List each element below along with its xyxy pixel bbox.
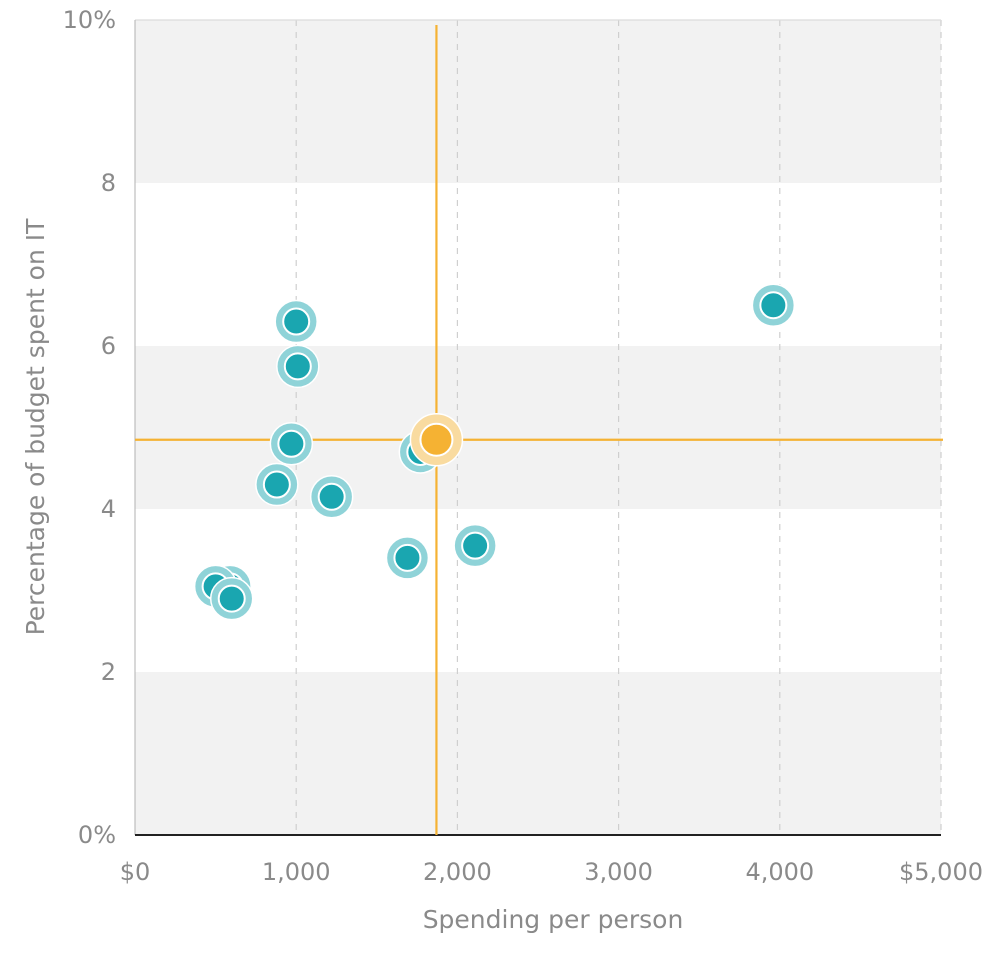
y-axis-title: Percentage of budget spent on IT [21,218,50,636]
point-marker [217,584,246,613]
y-tick-label: 6 [101,332,116,360]
y-tick-label: 8 [101,169,116,197]
x-tick-label: $5,000 [899,858,983,886]
x-axis-title: Spending per person [423,905,684,934]
highlight-point [409,412,464,467]
point-marker [277,429,306,458]
point-marker [282,307,311,336]
point-marker [759,291,788,320]
x-tick-label: 1,000 [262,858,331,886]
data-point [751,283,796,327]
x-tick-label: 2,000 [423,858,492,886]
axes [134,19,941,836]
x-tick-label: 3,000 [584,858,653,886]
data-points [193,283,796,621]
data-point [276,344,320,389]
data-point [269,422,314,466]
point-marker [283,352,312,381]
data-point [385,536,430,580]
data-point [209,576,254,621]
y-tick-label: 0% [78,821,116,849]
y-tick-label: 2 [101,658,116,686]
x-tick-label: 4,000 [745,858,814,886]
point-marker [393,543,422,572]
data-point [453,523,497,568]
data-point [255,462,299,507]
y-tick-label: 10% [63,6,116,34]
background-bands [135,20,941,835]
point-marker [262,470,291,499]
data-point [309,475,354,519]
vertical-gridlines [295,20,942,835]
x-tick-label: $0 [120,858,151,886]
background-band [135,20,941,183]
point-marker [419,422,454,457]
y-tick-label: 4 [101,495,116,523]
point-marker [461,531,490,560]
background-band [135,672,941,835]
point-marker [317,482,346,511]
tick-labels: $0 1,000 2,000 3,000 4,000 $5,000 0% 2 4 6 8 10% [63,6,983,886]
data-point [274,299,318,344]
